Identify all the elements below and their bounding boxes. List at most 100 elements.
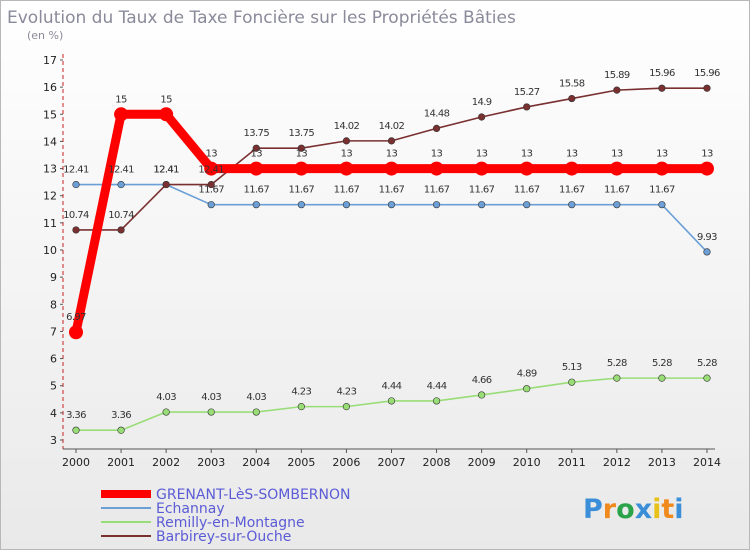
y-tick-label: 12 (43, 190, 57, 203)
data-label-3: 14.9 (472, 97, 492, 108)
data-label-1: 9.93 (697, 232, 717, 243)
data-label-1: 11.67 (424, 185, 450, 196)
series-point-0 (159, 107, 174, 122)
data-label-2: 5.13 (562, 362, 582, 373)
series-point-3 (297, 144, 305, 152)
data-label-0: 13 (566, 149, 578, 160)
x-tick-label: 2001 (107, 456, 135, 469)
data-label-1: 11.67 (559, 185, 585, 196)
series-point-2 (703, 374, 711, 382)
data-label-2: 4.89 (517, 369, 537, 380)
series-point-0 (519, 161, 534, 176)
x-tick-label: 2012 (603, 456, 631, 469)
series-point-1 (478, 201, 486, 209)
series-point-2 (252, 408, 260, 416)
legend-label-1: Echannay (156, 501, 225, 517)
logo-letter: i (674, 494, 683, 525)
data-label-2: 5.28 (697, 358, 717, 369)
series-point-1 (117, 180, 125, 189)
series-point-0 (384, 161, 399, 176)
series-point-1 (72, 180, 80, 189)
series-point-0 (294, 161, 309, 176)
logo-letter: P (583, 494, 603, 525)
series-point-1 (613, 201, 621, 209)
series-point-0 (429, 161, 444, 176)
data-label-1: 11.67 (514, 185, 540, 196)
series-point-3 (568, 94, 576, 103)
data-label-0: 13 (521, 149, 533, 160)
data-label-2: 4.44 (427, 381, 447, 392)
x-tick-label: 2002 (152, 456, 180, 469)
data-label-2: 4.03 (246, 392, 266, 403)
series-point-2 (523, 385, 531, 393)
logo-letter: r (603, 494, 617, 525)
data-label-1: 11.67 (198, 185, 224, 196)
legend-label-0: GRENANT-LèS-SOMBERNON (156, 487, 351, 503)
data-label-1: 12.41 (153, 165, 179, 176)
series-point-2 (207, 408, 215, 416)
data-label-3: 14.48 (424, 108, 450, 119)
data-label-2: 3.36 (66, 410, 86, 421)
series-point-0 (249, 161, 264, 176)
data-label-2: 4.03 (156, 392, 176, 403)
x-tick-label: 2014 (693, 456, 721, 469)
series-point-0 (654, 161, 669, 176)
series-point-1 (207, 201, 215, 209)
data-label-0: 13 (251, 149, 263, 160)
series-point-1 (432, 201, 441, 209)
data-label-1: 11.67 (604, 185, 630, 196)
series-point-0 (564, 161, 579, 176)
series-point-1 (523, 201, 531, 209)
series-point-3 (162, 180, 170, 189)
data-label-2: 3.36 (111, 410, 131, 421)
data-label-3: 12.41 (153, 165, 179, 176)
data-label-0: 15 (115, 94, 127, 105)
data-label-0: 13 (476, 149, 488, 160)
y-tick-label: 14 (43, 135, 57, 148)
data-label-0: 13 (386, 149, 398, 160)
data-label-2: 5.28 (652, 358, 672, 369)
chart-title: Evolution du Taux de Taxe Foncière sur l… (7, 8, 516, 28)
y-tick-label: 3 (50, 434, 57, 447)
data-label-1: 12.41 (108, 165, 134, 176)
chart-subtitle: (en %) (27, 29, 63, 42)
series-point-2 (432, 397, 441, 405)
series-point-2 (72, 426, 80, 434)
data-label-0: 13 (296, 149, 308, 160)
y-tick-label: 13 (43, 163, 57, 176)
series-point-0 (609, 161, 624, 176)
data-label-2: 4.66 (472, 375, 492, 386)
y-tick-label: 16 (43, 81, 57, 94)
series-point-3 (207, 180, 215, 189)
x-tick-label: 2006 (332, 456, 360, 469)
series-point-2 (297, 403, 305, 411)
series-point-3 (252, 144, 260, 152)
proxiti-logo: Proxiti (583, 494, 684, 525)
y-tick-label: 10 (43, 244, 57, 257)
data-label-0: 15 (160, 94, 172, 105)
data-label-0: 13 (611, 149, 623, 160)
logo-letter: t (661, 494, 674, 525)
series-point-3 (523, 103, 531, 111)
x-tick-label: 2000 (62, 456, 90, 469)
series-point-3 (478, 113, 486, 121)
series-point-0 (114, 107, 129, 122)
data-label-3: 15.27 (514, 87, 540, 98)
x-tick-label: 2008 (423, 456, 451, 469)
data-label-2: 4.44 (382, 381, 402, 392)
logo-text: Proxiti (583, 494, 684, 525)
series-point-1 (297, 201, 305, 209)
data-label-3: 15.96 (649, 68, 675, 79)
series-point-1 (342, 201, 351, 209)
data-label-1: 11.67 (334, 185, 360, 196)
data-label-3: 15.58 (559, 79, 585, 90)
x-tick-label: 2007 (377, 456, 405, 469)
x-tick-label: 2010 (513, 456, 541, 469)
data-label-1: 11.67 (649, 185, 675, 196)
series-point-0 (339, 161, 354, 176)
data-label-3: 14.02 (379, 121, 405, 132)
y-tick-label: 7 (50, 325, 57, 338)
data-label-3: 10.74 (108, 210, 134, 221)
series-point-3 (658, 84, 666, 92)
